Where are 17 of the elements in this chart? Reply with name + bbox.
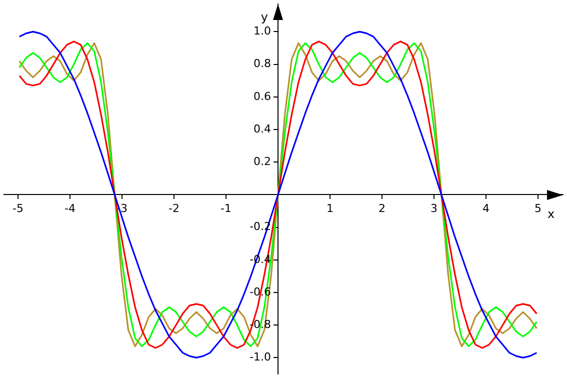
- y-tick-label: 0.2: [254, 154, 272, 168]
- y-tick-label: 0.4: [254, 122, 272, 136]
- y-tick-label: 1.0: [254, 24, 272, 38]
- x-tick-label: 4: [482, 202, 490, 216]
- x-tick-label: 1: [326, 202, 334, 216]
- x-tick-label: 5: [534, 202, 542, 216]
- y-tick-label: 0.6: [254, 90, 272, 103]
- x-tick-label: -4: [64, 202, 76, 216]
- x-tick-label: 2: [378, 202, 386, 216]
- x-tick-label: 3: [430, 202, 438, 216]
- x-tick-label: -5: [12, 202, 24, 216]
- x-axis-title: x: [547, 206, 555, 221]
- x-tick-label: -2: [168, 202, 180, 216]
- y-axis-title: y: [260, 10, 268, 24]
- y-tick-label: -1.0: [250, 350, 272, 364]
- x-tick-label: -1: [220, 202, 232, 216]
- y-tick-label: 0.8: [254, 57, 272, 70]
